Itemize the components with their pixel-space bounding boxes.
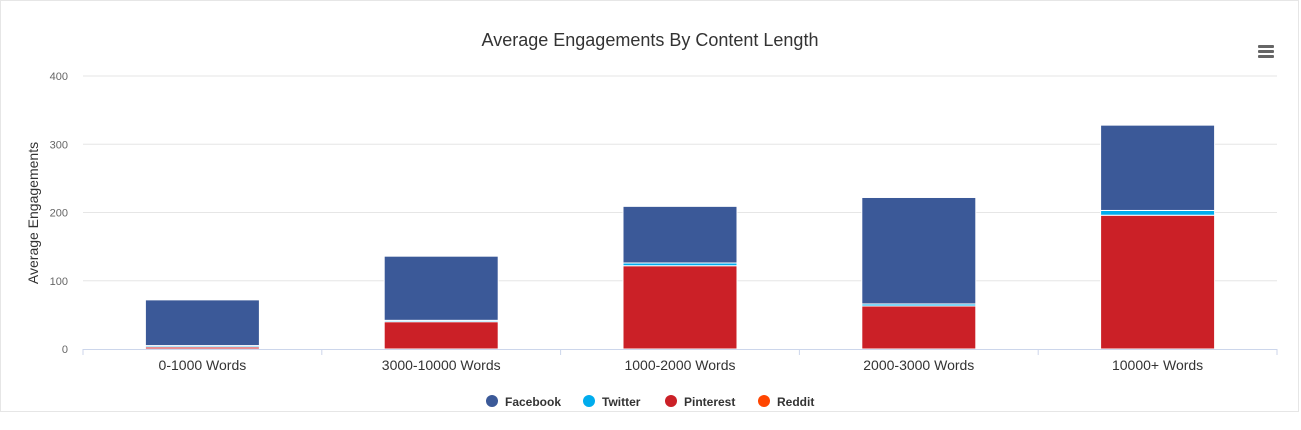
bar-facebook-1[interactable] [383,255,499,321]
y-tick-label: 400 [50,71,68,83]
x-tick-label: 2000-3000 Words [863,357,974,373]
y-tick-label: 300 [50,139,68,151]
y-axis-title: Average Engagements [25,142,41,284]
bar-facebook-0[interactable] [144,299,260,347]
x-tick-label: 10000+ Words [1112,357,1203,373]
y-tick-label: 100 [50,276,68,288]
x-tick-label: 1000-2000 Words [624,357,735,373]
x-axis: 0-1000 Words 3000-10000 Words 1000-2000 Wo… [82,349,1278,373]
y-tick-label: 200 [50,208,68,220]
legend-label: Twitter [602,395,641,409]
legend-item-pinterest[interactable]: Pinterest [665,395,735,409]
legend-label: Pinterest [684,395,735,409]
bar-pinterest-1[interactable] [383,321,499,350]
hamburger-menu-icon-line [1258,50,1274,53]
chart-menu-button[interactable] [1255,45,1277,63]
legend-item-reddit[interactable]: Reddit [758,395,814,409]
y-tick-label: 0 [62,344,68,356]
chart-svg: Average Engagements By Content Length Av… [25,30,1278,409]
bar-pinterest-2[interactable] [622,265,738,350]
y-axis-ticks: 0 100 200 300 400 [50,71,68,356]
legend-marker [486,395,498,407]
chart-title: Average Engagements By Content Length [482,30,819,50]
hamburger-menu-icon-line [1258,55,1274,58]
bar-pinterest-3[interactable] [861,305,977,350]
legend: Facebook Twitter Pinterest Reddit [486,395,814,409]
legend-item-twitter[interactable]: Twitter [583,395,641,409]
bar-twitter-4[interactable] [1100,209,1216,216]
bar-facebook-3[interactable] [861,196,977,305]
legend-label: Reddit [777,395,814,409]
legend-marker [665,395,677,407]
hamburger-menu-icon [1258,45,1274,48]
bar-facebook-4[interactable] [1100,124,1216,211]
chart-container: Average Engagements By Content Length Av… [0,0,1299,412]
legend-label: Facebook [505,395,561,409]
bar-facebook-2[interactable] [622,205,738,264]
bar-pinterest-4[interactable] [1100,214,1216,350]
x-tick-label: 3000-10000 Words [382,357,501,373]
legend-marker [758,395,770,407]
bar-series-group [144,124,1216,350]
legend-marker [583,395,595,407]
legend-item-facebook[interactable]: Facebook [486,395,561,409]
x-tick-label: 0-1000 Words [159,357,247,373]
